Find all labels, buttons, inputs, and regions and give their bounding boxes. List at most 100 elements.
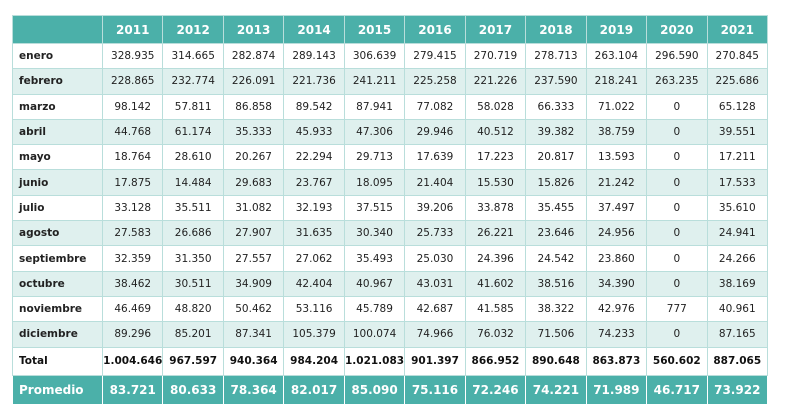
value-cell: 777 <box>646 295 708 323</box>
value-cell: 18.095 <box>343 169 406 196</box>
total-cell: 940.364 <box>222 346 285 376</box>
month-label: enero <box>12 42 103 70</box>
month-label: abril <box>12 118 103 146</box>
value-cell: 314.665 <box>162 42 224 70</box>
month-label: mayo <box>12 144 103 171</box>
total-cell: 890.648 <box>525 346 587 376</box>
total-cell: 901.397 <box>404 346 466 376</box>
table-row: junio 17.875 14.484 29.683 23.767 18.095 21.40… <box>12 169 769 196</box>
value-cell: 0 <box>646 321 708 348</box>
value-cell: 23.646 <box>525 220 587 247</box>
value-cell: 30.511 <box>162 270 224 297</box>
value-cell: 35.333 <box>222 118 285 146</box>
monthly-data-table: 2011 2012 2013 2014 2015 2016 2017 2018 2019 2020… <box>12 15 769 405</box>
value-cell: 85.201 <box>162 321 224 348</box>
value-cell: 13.593 <box>585 144 648 171</box>
value-cell: 26.686 <box>162 220 224 247</box>
total-cell: 863.873 <box>585 346 648 376</box>
month-label: noviembre <box>12 295 103 323</box>
value-cell: 0 <box>646 118 708 146</box>
value-cell: 17.639 <box>404 144 466 171</box>
value-cell: 0 <box>646 93 708 120</box>
value-cell: 35.610 <box>706 194 769 222</box>
month-label: marzo <box>12 93 103 120</box>
total-cell: 1.021.083 <box>343 346 406 376</box>
year-header-2021: 2021 <box>706 15 769 44</box>
value-cell: 15.530 <box>464 169 527 196</box>
value-cell: 237.590 <box>525 68 587 95</box>
value-cell: 48.820 <box>162 295 224 323</box>
value-cell: 50.462 <box>222 295 285 323</box>
value-cell: 263.235 <box>646 68 708 95</box>
value-cell: 42.687 <box>404 295 466 323</box>
value-cell: 24.956 <box>585 220 648 247</box>
value-cell: 0 <box>646 270 708 297</box>
value-cell: 26.221 <box>464 220 527 247</box>
value-cell: 65.128 <box>706 93 769 120</box>
value-cell: 282.874 <box>222 42 285 70</box>
value-cell: 89.296 <box>101 321 164 348</box>
value-cell: 30.340 <box>343 220 406 247</box>
value-cell: 76.032 <box>464 321 527 348</box>
value-cell: 225.686 <box>706 68 769 95</box>
value-cell: 0 <box>646 194 708 222</box>
year-header-2011: 2011 <box>101 15 164 44</box>
value-cell: 98.142 <box>101 93 164 120</box>
month-label: agosto <box>12 220 103 247</box>
value-cell: 39.206 <box>404 194 466 222</box>
value-cell: 29.713 <box>343 144 406 171</box>
value-cell: 39.551 <box>706 118 769 146</box>
value-cell: 24.542 <box>525 245 587 272</box>
value-cell: 27.907 <box>222 220 285 247</box>
value-cell: 0 <box>646 220 708 247</box>
value-cell: 45.789 <box>343 295 406 323</box>
value-cell: 24.396 <box>464 245 527 272</box>
total-row: Total 1.004.646 967.597 940.364 984.204 1.02… <box>12 346 769 376</box>
value-cell: 20.817 <box>525 144 587 171</box>
value-cell: 86.858 <box>222 93 285 120</box>
month-label: junio <box>12 169 103 196</box>
table-row: abril 44.768 61.174 35.333 45.933 47.306 29.94… <box>12 118 769 146</box>
year-header-row: 2011 2012 2013 2014 2015 2016 2017 2018 2019 2020… <box>12 15 769 44</box>
value-cell: 44.768 <box>101 118 164 146</box>
value-cell: 28.610 <box>162 144 224 171</box>
value-cell: 39.382 <box>525 118 587 146</box>
average-cell: 83.721 <box>101 374 164 405</box>
value-cell: 100.074 <box>343 321 406 348</box>
table-row: marzo 98.142 57.811 86.858 89.542 87.941 77.08… <box>12 93 769 120</box>
year-header-2018: 2018 <box>525 15 587 44</box>
table-row: diciembre 89.296 85.201 87.341 105.379 100.07… <box>12 321 769 348</box>
value-cell: 40.967 <box>343 270 406 297</box>
value-cell: 47.306 <box>343 118 406 146</box>
value-cell: 61.174 <box>162 118 224 146</box>
year-header-2020: 2020 <box>646 15 708 44</box>
value-cell: 270.845 <box>706 42 769 70</box>
value-cell: 17.875 <box>101 169 164 196</box>
average-label: Promedio <box>12 374 103 405</box>
value-cell: 37.497 <box>585 194 648 222</box>
value-cell: 23.767 <box>283 169 345 196</box>
value-cell: 71.506 <box>525 321 587 348</box>
average-cell: 72.246 <box>464 374 527 405</box>
value-cell: 278.713 <box>525 42 587 70</box>
value-cell: 328.935 <box>101 42 164 70</box>
average-cell: 82.017 <box>283 374 345 405</box>
value-cell: 17.533 <box>706 169 769 196</box>
total-label: Total <box>12 346 103 376</box>
value-cell: 221.226 <box>464 68 527 95</box>
average-cell: 71.989 <box>585 374 648 405</box>
value-cell: 27.557 <box>222 245 285 272</box>
value-cell: 71.022 <box>585 93 648 120</box>
value-cell: 57.811 <box>162 93 224 120</box>
value-cell: 41.585 <box>464 295 527 323</box>
value-cell: 43.031 <box>404 270 466 297</box>
value-cell: 38.759 <box>585 118 648 146</box>
value-cell: 74.233 <box>585 321 648 348</box>
value-cell: 77.082 <box>404 93 466 120</box>
month-label: julio <box>12 194 103 222</box>
value-cell: 37.515 <box>343 194 406 222</box>
value-cell: 263.104 <box>585 42 648 70</box>
value-cell: 21.242 <box>585 169 648 196</box>
value-cell: 35.493 <box>343 245 406 272</box>
value-cell: 0 <box>646 144 708 171</box>
